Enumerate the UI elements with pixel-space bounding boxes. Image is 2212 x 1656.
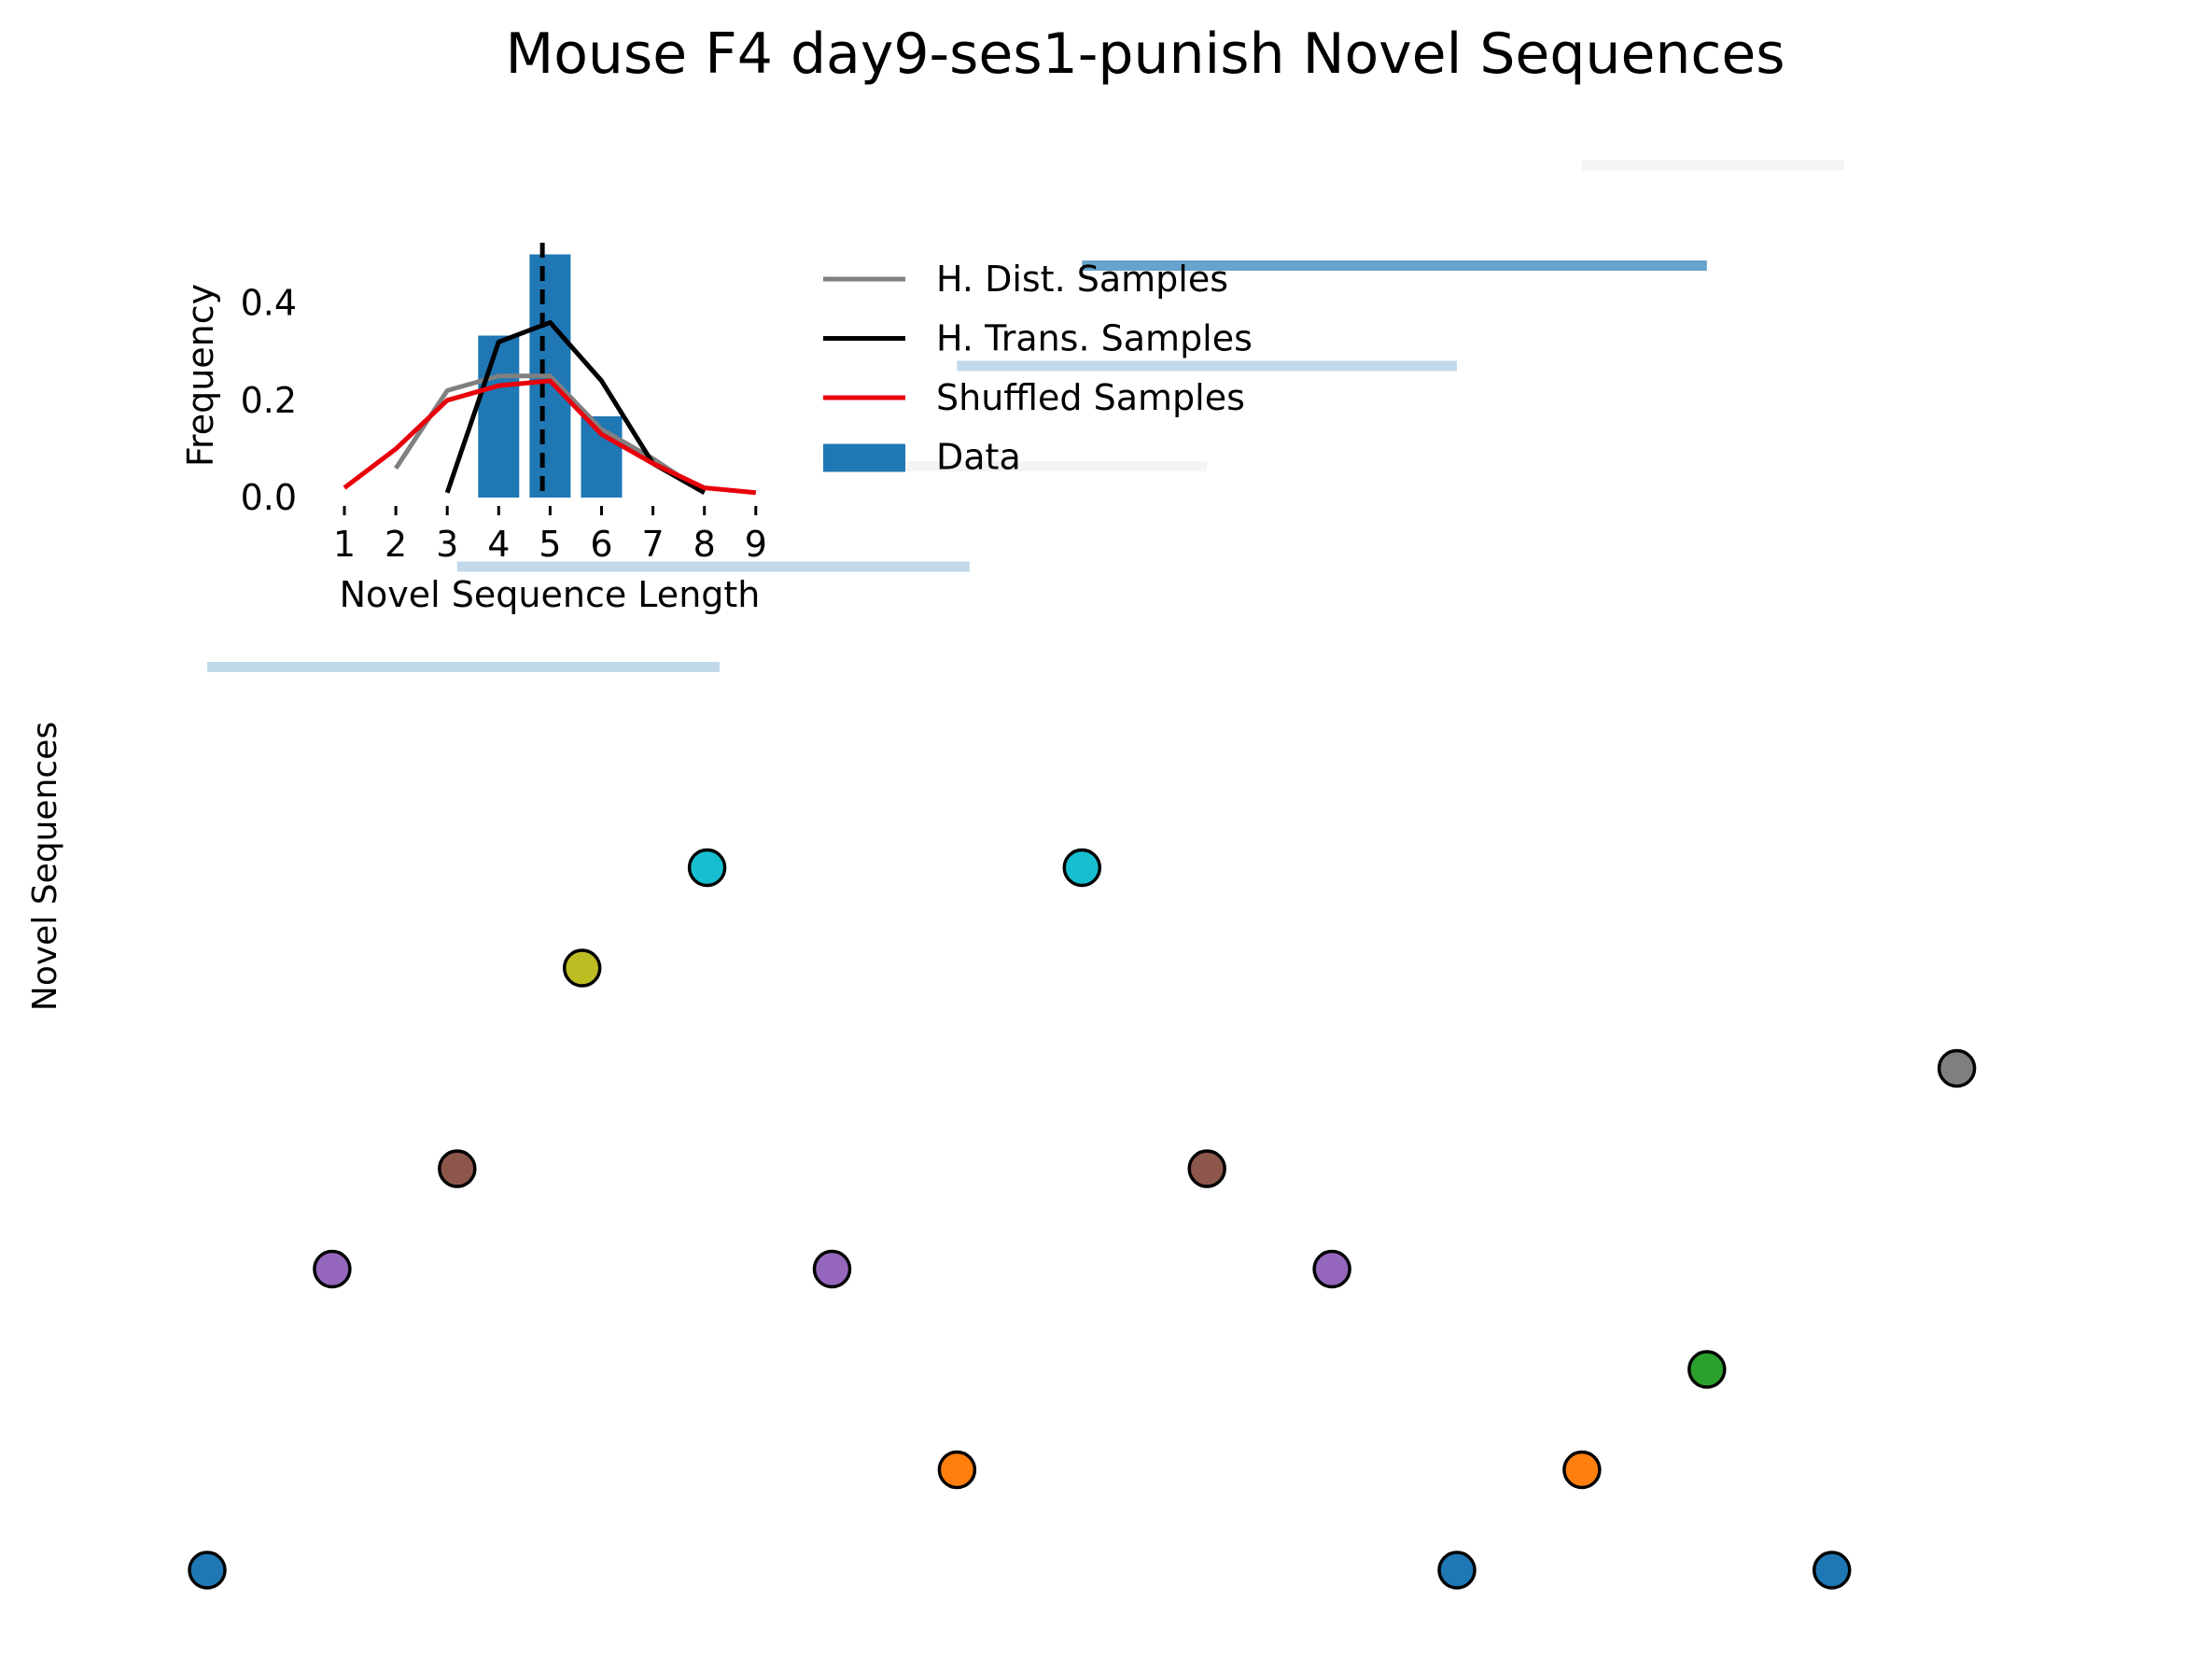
scatter-point-11 — [1437, 1551, 1477, 1590]
scatter-point-1 — [188, 1551, 227, 1590]
scatter-point-12 — [1562, 1450, 1602, 1490]
inset-axes: 1 2 3 4 5 6 7 8 9 0.0 0.2 0.4 — [241, 283, 767, 565]
inset-x-axis-label: Novel Sequence Length — [340, 574, 761, 615]
inset-legend: H. Dist. Samples H. Trans. Samples Shuffle… — [823, 259, 1253, 478]
scatter-point-13 — [1687, 1350, 1727, 1389]
legend-patch-4 — [823, 443, 905, 472]
x-tick-label-8: 8 — [693, 524, 716, 565]
y-tick-label-0.2: 0.2 — [241, 380, 297, 421]
legend-label-3: Shuffled Samples — [936, 377, 1245, 418]
scatter-point-5 — [687, 848, 727, 888]
legend-label-2: H. Trans. Samples — [936, 318, 1253, 359]
scatter-points — [188, 848, 1977, 1590]
series-line-h-dist-samples — [394, 373, 707, 495]
x-tick-label-7: 7 — [642, 524, 665, 565]
x-tick-label-4: 4 — [487, 524, 510, 565]
x-tick-label-9: 9 — [745, 524, 767, 565]
histogram-bar-4 — [478, 335, 520, 498]
scatter-point-9 — [1187, 1149, 1226, 1188]
scatter-point-8 — [1062, 848, 1102, 888]
scatter-point-4 — [562, 948, 602, 988]
scatter-point-2 — [313, 1249, 352, 1289]
x-tick-label-6: 6 — [590, 524, 612, 565]
scatter-point-10 — [1312, 1249, 1351, 1289]
main-y-axis-label: Novel Sequences — [26, 722, 64, 1011]
x-tick-label-2: 2 — [385, 524, 407, 565]
scatter-point-3 — [438, 1149, 477, 1188]
legend-label-1: H. Dist. Samples — [936, 259, 1228, 300]
scatter-point-6 — [812, 1249, 852, 1289]
scatter-point-7 — [937, 1450, 977, 1490]
x-tick-label-1: 1 — [333, 524, 356, 565]
y-tick-label-0.4: 0.4 — [241, 283, 297, 324]
inset-histogram: 1 2 3 4 5 6 7 8 9 0.0 0.2 0.4 Novel Sequence Length… — [180, 243, 767, 615]
x-tick-label-3: 3 — [436, 524, 458, 565]
inset-lines — [343, 243, 757, 498]
scatter-point-14 — [1812, 1551, 1852, 1590]
series-line-shuffled-samples — [343, 378, 757, 496]
inset-y-axis-label: Frequency — [180, 284, 221, 467]
span-bars — [207, 160, 1845, 672]
scatter-point-15 — [1937, 1048, 1977, 1088]
chart-title: Mouse F4 day9-ses1-punish Novel Sequence… — [505, 21, 1785, 87]
main-scatter-plot: Novel Sequences — [26, 160, 1977, 1590]
legend-label-4: Data — [936, 437, 1021, 478]
y-tick-label-0.0: 0.0 — [241, 477, 297, 518]
x-tick-label-5: 5 — [539, 524, 561, 565]
